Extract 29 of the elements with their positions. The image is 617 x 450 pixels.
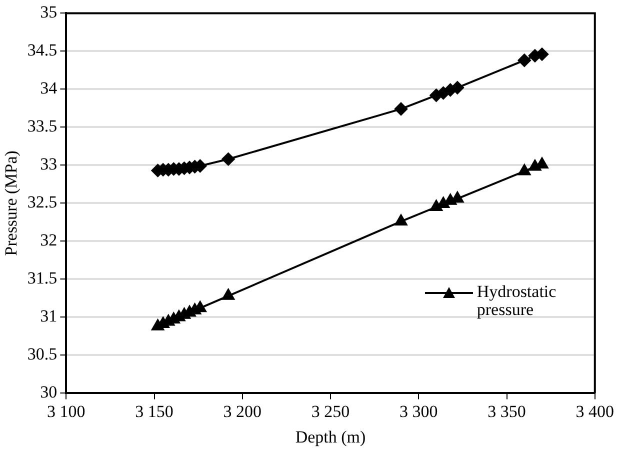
- y-tick-label: 33: [40, 154, 58, 174]
- y-tick-label: 35: [40, 2, 58, 22]
- y-tick-label: 34.5: [27, 40, 58, 60]
- y-tick-label: 33.5: [27, 116, 58, 136]
- x-tick-label: 3 100: [47, 402, 86, 421]
- point: [450, 81, 464, 94]
- x-tick-label: 3 300: [400, 402, 438, 421]
- point: [518, 164, 531, 176]
- x-axis-title: Depth (m): [295, 427, 366, 446]
- x-tick-label: 3 250: [311, 402, 350, 421]
- x-tick-label: 3 150: [135, 402, 174, 421]
- y-tick-label: 32: [40, 230, 58, 250]
- point: [394, 214, 408, 226]
- y-tick-label: 30.5: [27, 344, 58, 364]
- x-tick-label: 3 350: [488, 402, 526, 421]
- point: [222, 288, 234, 300]
- point: [536, 48, 549, 61]
- x-tick-label: 3 200: [223, 402, 262, 421]
- point: [518, 54, 531, 67]
- point: [394, 102, 408, 116]
- y-tick-label: 34: [40, 78, 58, 98]
- x-tick-label: 3 400: [576, 402, 614, 421]
- point: [222, 152, 235, 166]
- y-tick-label: 31: [40, 306, 58, 326]
- y-tick-label: 30: [40, 382, 58, 402]
- y-tick-label: 31.5: [27, 268, 58, 288]
- y-axis-title: Pressure (MPa): [2, 150, 21, 256]
- y-tick-label: 32.5: [27, 192, 58, 212]
- legend-label: Hydrostatic pressure: [476, 282, 558, 320]
